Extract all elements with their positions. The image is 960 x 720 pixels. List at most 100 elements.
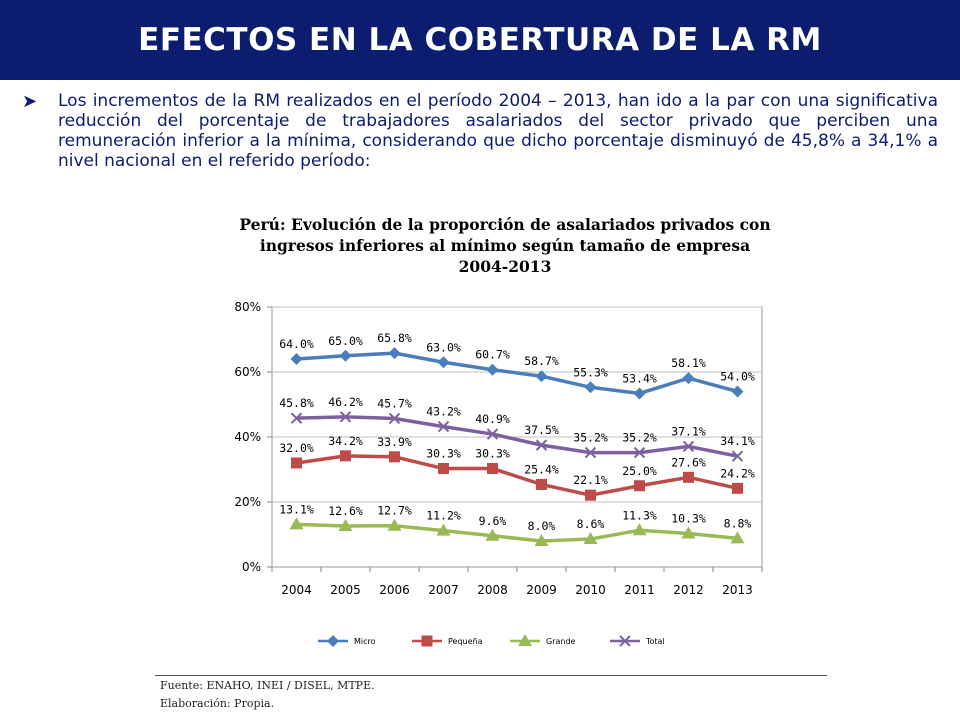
x-tick-label: 2004 [281,583,312,597]
x-tick-label: 2008 [477,583,508,597]
data-label: 63.0% [426,340,461,354]
data-label: 55.3% [573,365,608,379]
data-label: 35.2% [573,431,608,445]
title-banner: EFECTOS EN LA COBERTURA DE LA RM [0,0,960,80]
data-label: 12.6% [328,504,363,518]
data-label: 64.0% [279,337,314,351]
data-label: 8.0% [528,519,556,533]
data-label: 24.2% [720,466,755,480]
data-label: 32.0% [279,441,314,455]
marker-triangle [534,534,549,546]
y-tick-label: 0% [242,560,261,574]
marker-triangle [632,523,647,536]
marker-x [486,428,499,440]
data-label: 54.0% [720,370,755,384]
x-tick-label: 2012 [673,583,704,597]
x-tick-label: 2011 [624,583,655,597]
data-label: 34.2% [328,434,363,448]
data-label: 33.9% [377,435,412,449]
marker-diamond [437,356,450,369]
marker-diamond [682,372,695,385]
legend-label: Micro [354,637,376,646]
data-label: 25.4% [524,462,559,476]
marker-diamond [290,353,303,365]
marker-square [340,450,351,462]
bullet-text: Los incrementos de la RM realizados en e… [58,91,938,171]
y-tick-label: 80% [234,300,261,314]
marker-x [682,440,695,453]
data-label: 12.7% [377,504,412,518]
data-label: 10.3% [671,512,706,526]
legend-item: Total [610,635,665,647]
chart-title-line-1: Perú: Evolución de la proporción de asal… [239,215,771,234]
marker-triangle [485,528,500,541]
marker-square [438,463,449,475]
marker-triangle [436,523,451,536]
x-tick-label: 2005 [330,583,361,597]
data-label: 40.9% [475,412,510,426]
series-line-grande [296,522,738,543]
legend-item: Grande [510,634,576,646]
marker-diamond [584,381,597,394]
data-label: 58.1% [671,356,706,370]
marker-triangle [518,634,532,646]
x-tick-label: 2009 [526,583,557,597]
data-label: 11.3% [622,508,657,522]
data-label: 65.0% [328,334,363,348]
marker-square [487,463,498,475]
elaboration-note: Elaboración: Propia. [160,697,275,710]
x-tick-label: 2007 [428,583,459,597]
marker-x [388,412,401,425]
series-line-total [296,415,738,458]
data-label: 45.8% [279,396,314,410]
data-label: 22.1% [573,473,608,487]
source-divider [155,675,827,676]
legend-item: Pequeña [412,635,483,647]
chart-title-line-2: ingresos inferiores al mínimo según tama… [259,236,751,255]
marker-triangle [730,531,745,544]
marker-square [634,480,645,492]
marker-triangle [338,519,353,532]
y-tick-label: 20% [234,495,261,509]
x-tick-label: 2010 [575,583,606,597]
marker-triangle [583,532,598,545]
page-title: EFECTOS EN LA COBERTURA DE LA RM [138,22,822,58]
marker-triangle [387,518,402,531]
data-label: 25.0% [622,464,657,478]
marker-x [290,412,303,424]
chart-title: Perú: Evolución de la proporción de asal… [200,214,810,277]
legend-item: Micro [318,635,376,647]
data-label: 27.6% [671,455,706,469]
data-label: 37.1% [671,424,706,438]
source-note: Fuente: ENAHO, INEI / DISEL, MTPE. [160,679,375,692]
series-line-micro [296,351,738,396]
series-pequea: 32.0% 34.2% 33.9% 30.3% 30.3% 25.4% 22.1% 25.0%… [279,434,755,501]
series-line-pequea [296,454,738,497]
y-tick-label: 40% [234,430,261,444]
marker-x [339,411,352,423]
data-label: 60.7% [475,348,510,362]
series-micro: 64.0% 65.0% 65.8% 63.0% 60.7% 58.7% 55.3% 53.4%… [279,331,755,400]
marker-diamond [633,387,646,400]
data-label: 8.8% [724,516,752,530]
legend-label: Grande [546,637,576,646]
data-label: 45.7% [377,396,412,410]
marker-square [732,482,743,494]
marker-diamond [486,363,499,376]
data-label: 58.7% [524,354,559,368]
data-label: 53.4% [622,371,657,385]
arrow-bullet-icon: ➤ [22,91,38,112]
marker-x [584,446,597,459]
chart-title-line-3: 2004-2013 [458,257,552,276]
bullet-paragraph: ➤ Los incrementos de la RM realizados en… [22,91,938,171]
data-label: 13.1% [279,502,314,516]
marker-x [619,635,631,647]
series-grande: 13.1% 12.6% 12.7% 11.2% 9.6% 8.0% 8.6% 11.3% 10.… [279,502,751,546]
marker-diamond [731,385,744,398]
data-label: 11.2% [426,509,461,523]
data-label: 9.6% [479,514,507,528]
data-label: 43.2% [426,405,461,419]
data-label: 8.6% [577,517,605,531]
marker-square [536,478,547,490]
